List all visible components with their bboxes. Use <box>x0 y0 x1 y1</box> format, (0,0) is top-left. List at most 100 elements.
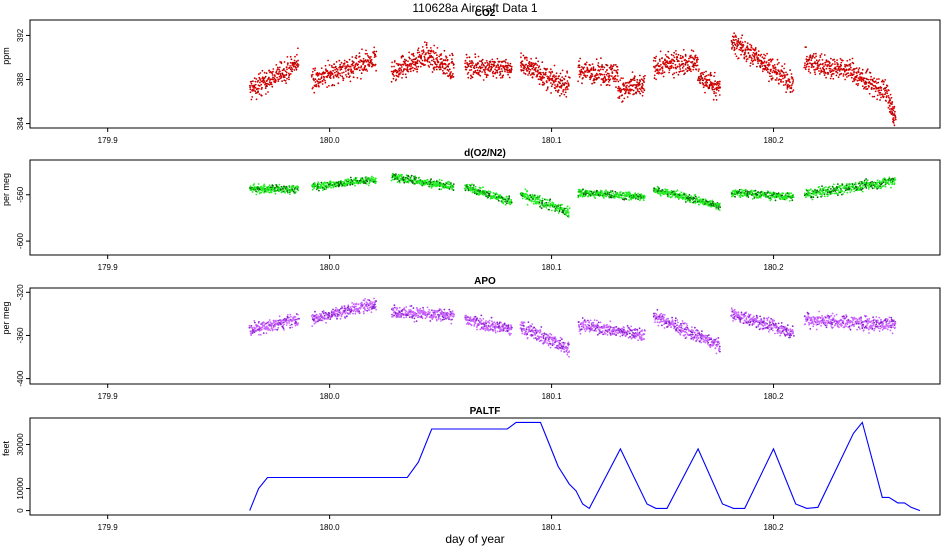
data-point <box>407 175 410 178</box>
data-point <box>374 53 377 56</box>
data-point <box>352 64 354 67</box>
data-point <box>845 186 848 189</box>
data-point <box>625 86 628 89</box>
data-point <box>826 195 829 198</box>
data-point <box>400 68 402 71</box>
data-point <box>551 209 553 212</box>
data-point <box>667 190 670 193</box>
data-point <box>314 183 317 185</box>
data-point <box>713 202 716 205</box>
data-point <box>494 195 496 197</box>
data-point <box>806 63 809 65</box>
data-point <box>850 76 853 79</box>
data-point <box>286 77 288 80</box>
data-point <box>253 189 256 192</box>
data-point <box>533 194 536 197</box>
data-point <box>318 189 320 192</box>
data-point <box>391 65 393 68</box>
data-point <box>670 189 673 192</box>
data-point <box>410 174 413 177</box>
data-point <box>520 52 522 54</box>
data-point <box>589 78 591 81</box>
data-point <box>582 77 584 79</box>
data-point <box>478 60 481 62</box>
data-point <box>829 77 832 80</box>
data-point <box>278 75 281 78</box>
data-point <box>605 189 607 192</box>
data-point <box>253 77 256 80</box>
data-point <box>464 59 467 62</box>
data-point <box>608 72 610 75</box>
data-point <box>321 183 323 186</box>
data-point <box>832 69 835 72</box>
data-point <box>360 66 362 69</box>
data-point <box>756 65 758 68</box>
data-point <box>835 68 837 71</box>
data-point <box>776 77 778 79</box>
data-point <box>333 63 336 65</box>
data-point <box>885 89 887 92</box>
data-point <box>842 73 845 75</box>
data-point <box>781 75 784 78</box>
data-point <box>549 73 552 75</box>
data-point <box>614 74 617 77</box>
data-point <box>354 68 356 71</box>
data-point <box>634 83 636 86</box>
data-point <box>737 39 740 42</box>
data-point <box>877 81 880 84</box>
data-point <box>539 71 542 74</box>
data-point <box>558 75 560 77</box>
data-point <box>348 58 351 61</box>
data-point <box>660 63 662 66</box>
data-point <box>584 63 587 66</box>
data-point <box>856 74 858 77</box>
data-point <box>405 174 408 177</box>
data-point <box>322 183 325 186</box>
data-point <box>278 68 280 71</box>
data-point <box>538 196 541 199</box>
data-point <box>825 76 827 79</box>
data-point <box>808 65 810 68</box>
data-point <box>404 60 406 63</box>
data-point <box>566 80 569 82</box>
data-point <box>672 54 675 57</box>
data-point <box>415 177 418 180</box>
y-tick-label: 392 <box>16 28 25 42</box>
series-segment <box>520 52 544 86</box>
data-point <box>884 79 887 81</box>
data-point <box>428 61 431 63</box>
data-point <box>477 189 480 192</box>
data-point <box>566 70 568 73</box>
data-point <box>733 48 736 51</box>
data-point <box>414 175 417 178</box>
data-point <box>786 197 789 199</box>
data-point <box>577 80 579 83</box>
data-point <box>278 78 281 80</box>
data-point <box>410 176 413 179</box>
data-point <box>790 73 793 75</box>
data-point <box>564 75 567 78</box>
data-point <box>667 67 670 70</box>
data-point <box>360 72 363 75</box>
data-point <box>807 70 810 73</box>
data-point <box>539 194 541 197</box>
data-point <box>821 193 823 196</box>
data-point <box>713 71 716 74</box>
data-point <box>783 63 786 65</box>
data-point <box>613 69 616 72</box>
data-point <box>677 53 680 56</box>
data-point <box>390 70 393 73</box>
data-point <box>877 86 880 89</box>
data-point <box>605 73 608 76</box>
data-point <box>328 183 330 186</box>
data-point <box>816 62 819 65</box>
data-point <box>260 185 262 188</box>
data-point <box>285 74 288 76</box>
data-point <box>859 73 861 76</box>
data-point <box>682 56 684 59</box>
data-point <box>837 76 840 79</box>
data-point <box>425 44 428 47</box>
data-point <box>775 68 777 71</box>
data-point <box>535 66 537 69</box>
data-point <box>418 60 421 63</box>
